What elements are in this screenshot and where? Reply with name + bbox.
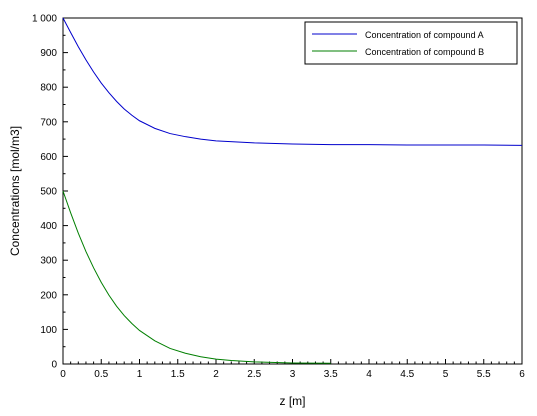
x-tick-label: 4	[366, 369, 372, 380]
legend-box	[304, 21, 518, 65]
legend-label-compound-a: Concentration of compound A	[365, 30, 484, 40]
x-tick-label: 1	[137, 369, 143, 380]
x-tick-label: 5.5	[477, 369, 491, 380]
series-layer	[62, 17, 523, 364]
x-tick-label: 6	[519, 369, 525, 380]
y-tick-label: 900	[40, 48, 57, 59]
y-tick-label: 800	[40, 83, 57, 94]
y-tick-label: 100	[40, 325, 57, 336]
x-tick-label: 2.5	[247, 369, 261, 380]
x-axis-ticks: 0 0.5 1 1.5 2 2.5 3 3.5 4 4.5 5 5.5 6	[60, 359, 525, 380]
y-tick-label: 700	[40, 117, 57, 128]
x-tick-label: 4.5	[400, 369, 414, 380]
y-tick-label: 500	[40, 187, 57, 198]
y-axis-label: Concentrations [mol/m3]	[8, 126, 22, 256]
series-line-compound-b	[62, 190, 331, 364]
plot-area	[62, 17, 523, 365]
x-tick-label: 2	[213, 369, 219, 380]
legend: Concentration of compound A Concentratio…	[304, 21, 518, 65]
x-tick-label: 0	[60, 369, 66, 380]
x-tick-label: 0.5	[94, 369, 108, 380]
y-axis-ticks: 0 100 200 300 400 500 600 700 800 900 1 000	[32, 14, 68, 371]
y-tick-label: 0	[51, 360, 57, 371]
y-tick-label: 200	[40, 290, 57, 301]
series-line-compound-a	[62, 17, 523, 146]
legend-label-compound-b: Concentration of compound B	[365, 47, 484, 57]
x-tick-label: 3.5	[324, 369, 338, 380]
y-tick-label: 400	[40, 221, 57, 232]
x-tick-label: 5	[443, 369, 449, 380]
y-tick-label: 1 000	[32, 14, 57, 25]
y-tick-label: 600	[40, 152, 57, 163]
y-tick-label: 300	[40, 256, 57, 267]
x-tick-label: 3	[290, 369, 296, 380]
x-axis-label: z [m]	[280, 394, 306, 408]
x-tick-label: 1.5	[171, 369, 185, 380]
